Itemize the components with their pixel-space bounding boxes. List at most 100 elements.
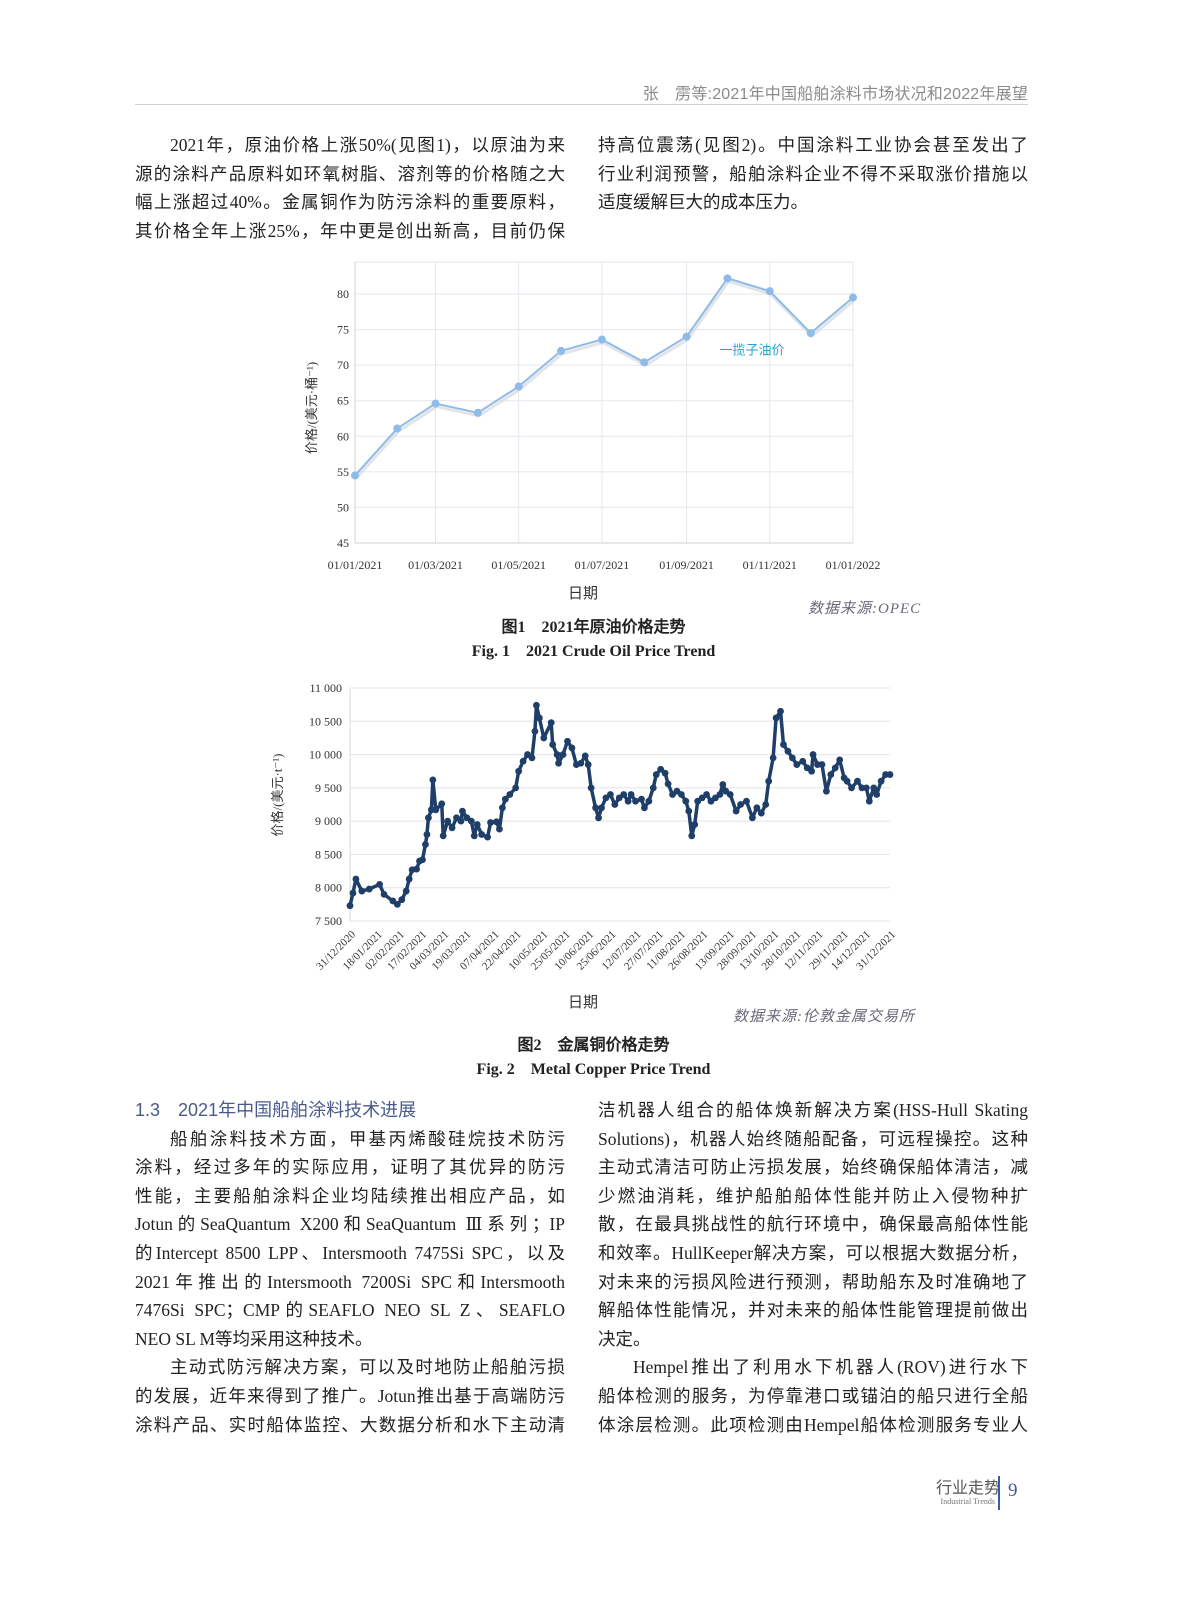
data-point [757,809,765,817]
text-line: 决定。 [598,1328,651,1349]
data-point [549,741,557,748]
running-header: 张 雳等:2021年中国船舶涂料市场状况和2022年展望 [642,86,1028,103]
x-tick-label: 01/09/2021 [659,558,714,572]
text-line: 散，在最具挑战性的航行环境中，确保最高船体性能 [598,1214,1028,1235]
data-point [352,875,360,883]
data-point [772,714,780,722]
y-axis-title: 价格/(美元·t⁻¹) [270,754,285,837]
text-line: 对未来的污损风险进行预测，帮助船东及时准确地了 [598,1271,1028,1292]
data-point [467,817,475,825]
text-line: 行业利润预警，船舶涂料企业不得不采取涨价措施以 [598,163,1028,184]
data-point [402,887,410,895]
y-tick-label: 11 000 [309,681,342,695]
section-title: 2021年中国船舶涂料技术进展 [178,1100,417,1120]
data-point [484,833,491,841]
x-tick-label: 01/11/2021 [743,558,797,572]
data-point [780,741,787,748]
data-point [439,832,447,840]
data-point [528,754,536,762]
chart1-source-note: 数据来源:OPEC [808,601,922,617]
x-tick-label: 01/07/2021 [575,558,630,572]
data-point [405,875,413,883]
text-line: 2021年推出的Intersmooth 7200Si SPC和Intersmoo… [135,1271,565,1292]
data-point [512,784,520,792]
data-point [827,771,835,778]
data-point [793,761,801,768]
y-tick-label: 55 [337,465,349,479]
data-point [498,804,506,812]
section-number: 1.3 [135,1100,161,1120]
data-point [496,825,503,833]
data-point [652,771,660,778]
data-point [487,819,494,826]
data-point [559,751,567,758]
text-line: 2021年，原油价格上涨50%(见图1)，以原油为来 [170,135,565,155]
data-point [553,751,561,758]
data-point [682,332,691,341]
data-point [661,769,669,777]
data-point [627,791,635,798]
data-point [478,831,486,838]
data-point [581,752,589,760]
data-point [531,727,539,735]
series-line-oil-price [354,277,854,477]
text-line: 的发展，近年来得到了推广。Jotun推出基于高端防污 [135,1385,565,1406]
data-point [836,756,844,764]
y-tick-label: 80 [337,287,349,301]
data-point [843,777,851,785]
data-point [762,801,770,808]
text-line: 涂料，经过多年的实际应用，证明了其优异的防污 [135,1157,565,1178]
text-line: 性能，主要船舶涂料企业均陆续推出相应产品，如 [135,1185,565,1206]
chart2-source-note: 数据来源:伦敦金属交易所 [733,1009,915,1025]
data-point [380,890,388,898]
data-point [862,784,870,792]
data-point [691,821,699,828]
data-point [732,807,740,815]
data-point [568,744,576,752]
intro-left-column: 2021年，原油价格上涨50%(见图1)，以原油为来 源的涂料产品原料如环氧树脂… [135,131,565,245]
data-point [611,801,619,808]
data-point [376,880,383,888]
series-line-shadow [354,279,855,480]
data-point [664,780,672,788]
data-point [365,885,373,893]
data-point [743,797,750,805]
y-tick-label: 8 500 [315,847,342,861]
data-point [393,900,401,908]
data-point [501,795,509,803]
y-tick-label: 10 500 [309,714,342,728]
data-point [638,795,645,803]
x-tick-label: 01/05/2021 [491,558,546,572]
data-point [784,747,792,755]
text-line: 7476Si SPC；CMP的SEAFLO NEO SL Z、SEAFLO [135,1300,565,1321]
data-point [685,807,693,815]
data-point [432,806,440,814]
data-point [457,817,465,825]
data-point [519,757,527,765]
text-line: NEO SL M等均采用这种技术。 [135,1328,373,1349]
text-line: 适度缓解巨大的成本压力。 [598,192,808,213]
data-point [753,804,761,812]
y-axis-title: 价格/(美元·桶⁻¹) [304,362,319,454]
data-point [632,797,639,805]
y-tick-label: 50 [337,500,349,514]
figure1-caption-cn: 图1 2021年原油价格走势 [501,619,686,636]
data-point [346,902,354,910]
data-point [431,399,440,408]
x-tick-label: 01/03/2021 [408,558,463,572]
data-point [419,856,426,864]
text-line: Jotun的SeaQuantum X200和SeaQuantum Ⅲ系列；IP [135,1214,565,1235]
data-point [877,777,885,785]
data-point [422,841,429,848]
data-point [737,801,744,808]
text-line: 幅上涨超过40%。金属铜作为防污涂料的重要原料， [135,192,565,213]
data-point [624,797,632,805]
data-point [473,408,482,417]
y-tick-label: 70 [337,358,349,372]
header-divider [135,104,1028,105]
section-right-column: 洁机器人组合的船体焕新解决方案(HSS-Hull Skating Solutio… [598,1096,1028,1439]
text-line: 源的涂料产品原料如环氧树脂、溶剂等的价格随之大 [135,163,565,184]
chart2-x-axis-title: 日期 [568,995,599,1011]
x-tick-label: 01/01/2022 [826,558,881,572]
data-point [831,764,839,772]
